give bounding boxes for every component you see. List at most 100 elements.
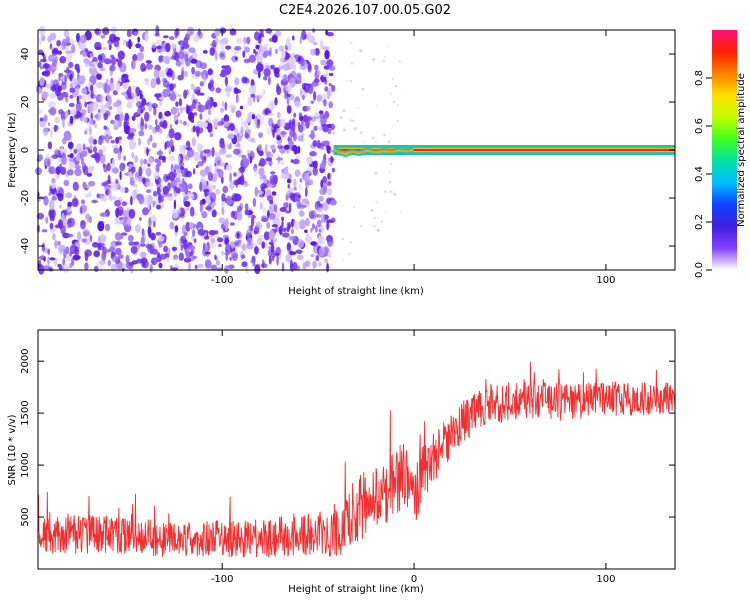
spectrogram-noise-blob — [162, 120, 168, 129]
spectrogram-noise-blob — [138, 166, 143, 177]
spectrogram-noise-blob — [39, 36, 43, 46]
spectrogram-noise-blob — [41, 229, 48, 233]
spectrogram-noise-blob — [47, 141, 53, 150]
spectrogram-noise-blob — [218, 39, 226, 47]
spectrogram-noise-blob — [118, 254, 124, 259]
spectrogram-noise-blob — [208, 163, 213, 174]
spectrogram-noise-blob — [169, 93, 177, 102]
spectrogram-x-axis-label: Height of straight line (km) — [288, 286, 424, 297]
spectrogram-noise-blob — [189, 206, 195, 217]
spectrogram-noise-blob — [188, 262, 191, 272]
spectrogram-noise-blob — [153, 257, 158, 265]
spectrogram-noise-blob — [141, 261, 146, 268]
spectrogram-noise-blob — [284, 93, 289, 100]
spectrogram-noise-blob — [84, 262, 89, 271]
spectrogram-noise-blob — [243, 183, 249, 187]
spectrogram-noise-blob — [144, 122, 147, 130]
spectrogram-noise-blob — [47, 158, 51, 168]
spectrogram-noise-blob — [74, 167, 82, 177]
spectrogram-noise-blob — [74, 165, 81, 169]
spectrogram-noise-blob — [323, 99, 327, 107]
spectrogram-noise-blob — [69, 115, 74, 125]
spectrogram-noise-blob — [58, 75, 61, 82]
spectrogram-noise-blob — [175, 107, 180, 113]
spectrogram-noise-blob — [242, 50, 246, 58]
spectrogram-noise-blob — [302, 262, 307, 271]
spectrogram-noise-blob — [59, 56, 67, 64]
spectrogram-noise-blob — [113, 147, 120, 154]
spectrogram-noise-blob — [145, 167, 152, 177]
spectrogram-noise-blob — [224, 265, 229, 274]
spectrogram-noise-blob — [177, 112, 181, 117]
spectrogram-noise-blob — [266, 126, 273, 135]
spectrogram-noise-blob — [62, 118, 65, 128]
spectrogram-noise-blob — [93, 250, 100, 258]
spectrogram-noise-blob — [257, 238, 263, 245]
spectrogram-noise-blob — [290, 228, 295, 235]
spectrogram-speckle — [373, 225, 376, 228]
spectrogram-noise-blob — [68, 61, 74, 68]
spectrogram-noise-blob — [285, 253, 292, 263]
spectrogram-noise-blob — [184, 200, 191, 208]
spectrogram-noise-blob — [322, 140, 330, 147]
spectrogram-noise-blob — [80, 94, 88, 102]
spectrogram-speckle — [342, 259, 344, 261]
spectrogram-noise-blob — [236, 232, 240, 239]
spectrogram-noise-blob — [304, 229, 308, 233]
spectrogram-noise-blob — [287, 184, 291, 189]
spectrogram-noise-blob — [173, 114, 178, 122]
spectrogram-noise-blob — [177, 155, 181, 163]
spectrogram-noise-blob — [107, 259, 112, 267]
snr-marks — [37, 361, 676, 558]
spectrogram-noise-blob — [63, 179, 70, 187]
spectrogram-noise-blob — [88, 136, 95, 145]
spectrogram-noise-blob — [41, 242, 46, 252]
spectrogram-noise-blob — [94, 123, 97, 128]
spectrogram-noise-blob — [84, 249, 92, 257]
spectrogram-noise-blob — [260, 183, 267, 190]
spectrogram-speckle — [384, 190, 387, 193]
spectrogram-noise-blob — [271, 224, 279, 228]
spectrogram-noise-blob — [184, 195, 190, 201]
spectrogram-noise-blob — [320, 59, 327, 66]
spectrogram-noise-blob — [98, 55, 103, 63]
spectrogram-noise-blob — [286, 37, 291, 48]
spectrogram-speckle — [356, 107, 359, 110]
spectrogram-noise-blob — [80, 199, 86, 205]
spectrogram-noise-blob — [317, 70, 321, 76]
spectrogram-noise-blob — [214, 254, 217, 260]
spectrogram-noise-blob — [117, 50, 125, 60]
spectrogram-noise-blob — [304, 186, 308, 198]
spectrogram-noise-blob — [247, 96, 253, 107]
spectrogram-noise-blob — [101, 145, 107, 153]
spectrogram-noise-blob — [115, 81, 121, 93]
spectrogram-noise-blob — [128, 208, 136, 219]
spectrogram-noise-blob — [81, 238, 88, 243]
spectrogram-noise-blob — [73, 148, 78, 154]
spectrogram-noise-blob — [157, 235, 165, 242]
spectrogram-noise-blob — [140, 118, 145, 127]
spectrogram-noise-blob — [153, 106, 157, 116]
spectrogram-noise-blob — [111, 56, 116, 66]
snr-ticks: -100 0 100 500 1000 1500 2000 — [20, 330, 675, 585]
spectrogram-noise-blob — [80, 204, 88, 213]
spectrogram-noise-blob — [214, 152, 222, 158]
spectrogram-noise-blob — [286, 105, 292, 114]
spectrogram-noise-blob — [98, 149, 103, 157]
spectrogram-noise-blob — [128, 38, 132, 50]
colorbar-tick-label: 0.2 — [694, 214, 705, 230]
spectrogram-noise-blob — [96, 193, 100, 198]
spectrogram-noise-blob — [287, 223, 291, 230]
spectrogram-noise-blob — [75, 153, 81, 162]
spectrogram-noise-blob — [43, 195, 49, 206]
spectrogram-noise-blob — [299, 178, 303, 183]
spectrogram-speckle — [349, 117, 351, 119]
spectrogram-noise-blob — [60, 82, 67, 91]
spectrogram-noise-blob — [189, 104, 198, 108]
spectrogram-noise-blob — [171, 208, 179, 219]
spectrogram-noise-blob — [213, 184, 216, 189]
spectrogram-noise-blob — [119, 112, 124, 122]
spectrogram-noise-blob — [331, 167, 335, 173]
spectrogram-speckle — [359, 131, 363, 135]
